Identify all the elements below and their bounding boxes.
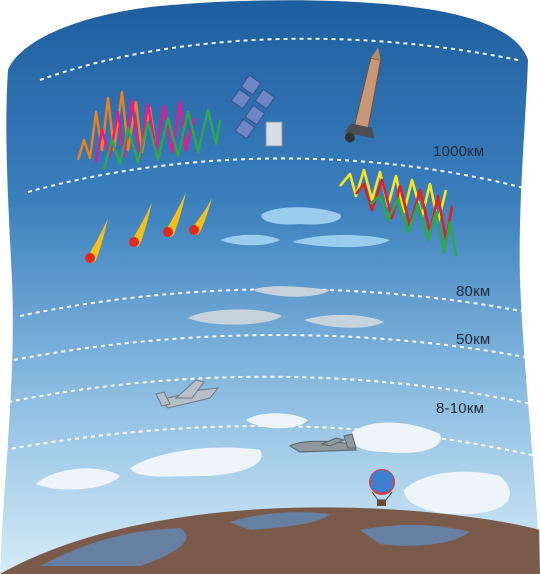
earth-surface-icon bbox=[0, 507, 540, 574]
meteor-icon bbox=[85, 192, 212, 263]
cloud-icon bbox=[220, 207, 390, 248]
altitude-label-80km: 80км bbox=[456, 283, 491, 300]
cloud-icon bbox=[36, 413, 510, 515]
altitude-label-1000km: 1000км bbox=[433, 143, 485, 160]
cloud-icon bbox=[188, 286, 384, 328]
satellite-icon bbox=[230, 74, 283, 147]
aurora-icon bbox=[76, 90, 222, 171]
rocket-icon bbox=[344, 47, 382, 143]
aurora-icon bbox=[339, 168, 458, 257]
hot-air-balloon-icon bbox=[369, 469, 395, 506]
altitude-label-50km: 50км bbox=[456, 331, 491, 348]
airplane-icon bbox=[289, 433, 358, 453]
altitude-label-8-10km: 8-10км bbox=[436, 400, 485, 417]
jet-icon bbox=[155, 379, 220, 409]
